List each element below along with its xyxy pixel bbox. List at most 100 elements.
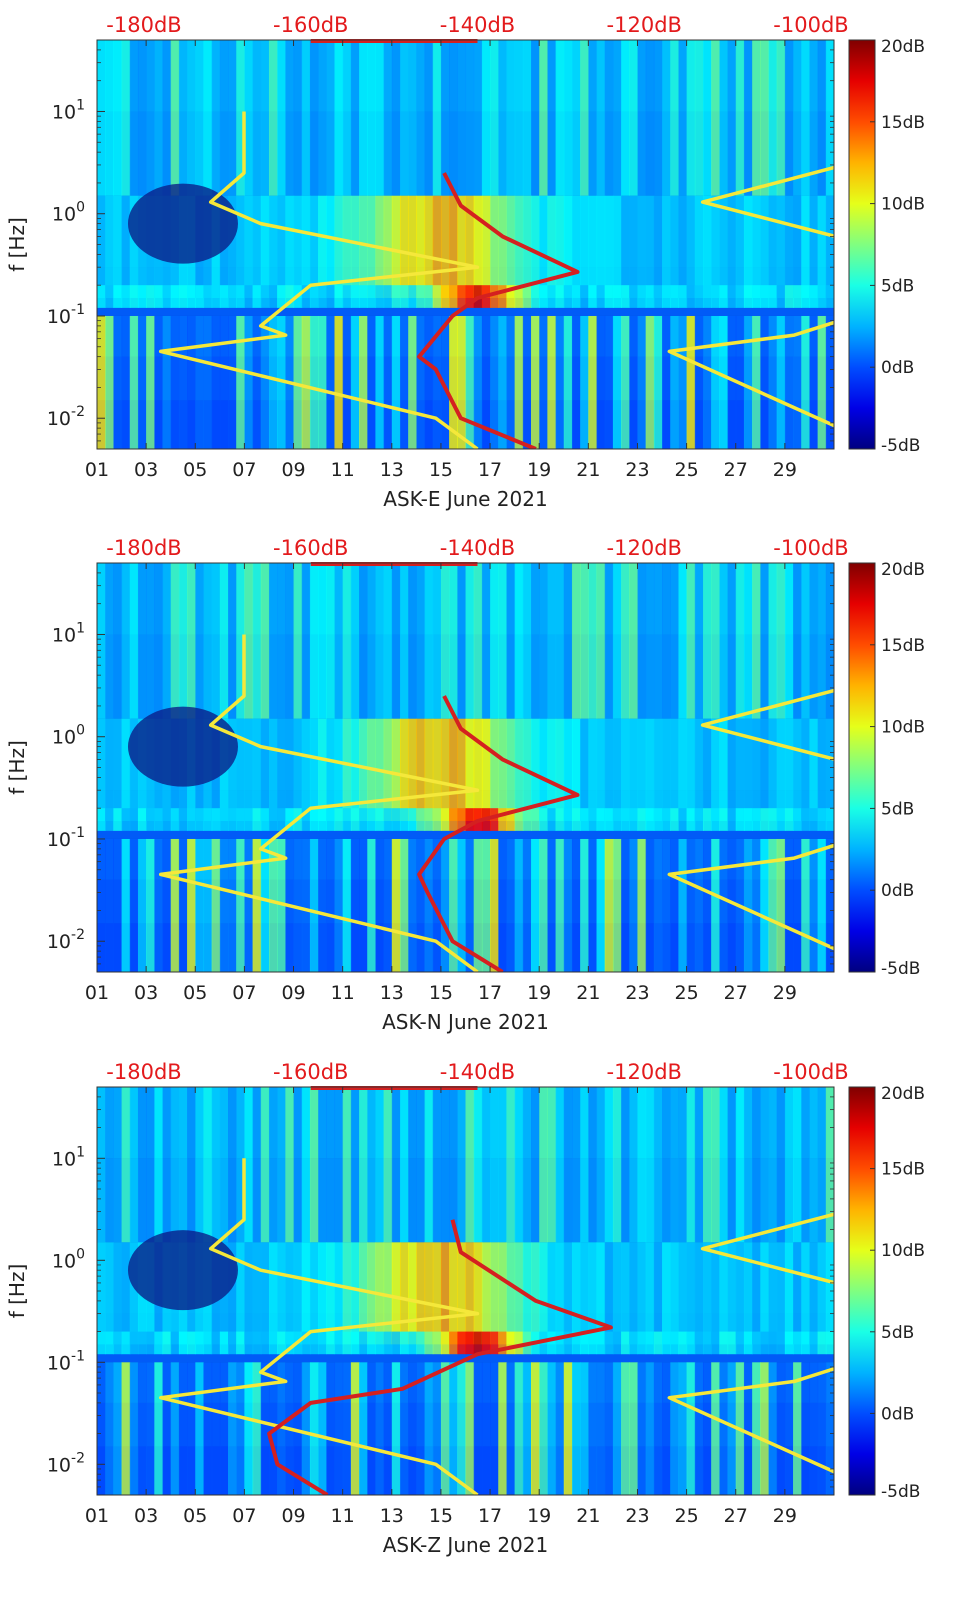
top-scale-label: -120dB xyxy=(607,536,682,560)
median-psd-line xyxy=(267,1219,613,1495)
top-scale-label: -180dB xyxy=(106,13,181,37)
colorbar xyxy=(848,39,876,450)
x-tick-label: 27 xyxy=(724,982,748,1004)
y-axis-label: f [Hz] xyxy=(5,217,29,272)
x-tick-label: 27 xyxy=(724,459,748,481)
x-tick-label: 07 xyxy=(232,1505,256,1527)
y-tick-label: 10-1 xyxy=(47,1348,85,1374)
noise-model-low-line xyxy=(158,634,480,972)
x-tick-label: 25 xyxy=(675,459,699,481)
colorbar-tick-label: -5dB xyxy=(881,436,920,456)
top-scale-label: -100dB xyxy=(773,536,848,560)
x-tick-label: 17 xyxy=(478,982,502,1004)
x-tick-label: 17 xyxy=(478,1505,502,1527)
x-tick-label: 23 xyxy=(625,982,649,1004)
noise-model-low-line xyxy=(158,111,480,449)
colorbar-tick-label: 20dB xyxy=(881,1084,925,1104)
top-scale-label: -160dB xyxy=(273,13,348,37)
x-tick-label: 01 xyxy=(85,982,109,1004)
colorbar-tick-label: -5dB xyxy=(881,1482,920,1502)
spectrogram-panel-e: -180dB -160dB -140dB -120dB -100dB 01 03 05 07 09… xyxy=(5,13,925,511)
heatmap-cells xyxy=(97,1087,834,1495)
x-tick-label: 29 xyxy=(773,982,797,1004)
heatmap-cells xyxy=(97,40,834,449)
x-tick-label: 25 xyxy=(675,982,699,1004)
top-scale-label: -180dB xyxy=(106,536,181,560)
x-axis-label: ASK-Z June 2021 xyxy=(383,1533,548,1557)
y-tick-label: 101 xyxy=(52,1144,85,1170)
y-tick-label: 100 xyxy=(52,200,85,226)
x-tick-label: 25 xyxy=(675,1505,699,1527)
colorbar-tick-label: 20dB xyxy=(881,560,925,580)
x-tick-label: 19 xyxy=(527,982,551,1004)
heatmap-cells xyxy=(97,563,834,972)
y-axis-label: f [Hz] xyxy=(5,1264,29,1319)
x-tick-label: 27 xyxy=(724,1505,748,1527)
spectrogram-panel-z: -180dB -160dB -140dB -120dB -100dB 01 03 05 07 09… xyxy=(5,1060,925,1557)
spectrogram-panel-n: -180dB -160dB -140dB -120dB -100dB 01 03 05 07 09… xyxy=(5,536,925,1034)
top-scale-label: -140dB xyxy=(440,1060,515,1084)
y-tick-label: 100 xyxy=(52,1246,85,1272)
x-tick-label: 19 xyxy=(527,459,551,481)
colorbar-tick-label: 0dB xyxy=(881,1404,914,1424)
top-scale-label: -160dB xyxy=(273,1060,348,1084)
x-tick-label: 23 xyxy=(625,459,649,481)
top-scale-label: -140dB xyxy=(440,536,515,560)
y-tick-label: 10-1 xyxy=(47,825,85,851)
top-scale-label: -100dB xyxy=(773,1060,848,1084)
x-tick-label: 03 xyxy=(134,1505,158,1527)
y-axis-label: f [Hz] xyxy=(5,740,29,795)
x-tick-label: 05 xyxy=(183,1505,207,1527)
top-scale-label: -180dB xyxy=(106,1060,181,1084)
colorbar-tick-label: 0dB xyxy=(881,358,914,378)
x-axis-label: ASK-N June 2021 xyxy=(382,1010,549,1034)
x-tick-label: 09 xyxy=(281,459,305,481)
y-tick-label: 10-2 xyxy=(47,1450,85,1476)
x-tick-label: 01 xyxy=(85,1505,109,1527)
x-tick-label: 03 xyxy=(134,982,158,1004)
colorbar-tick-label: 10dB xyxy=(881,1241,925,1261)
colorbar-tick-label: 5dB xyxy=(881,276,914,296)
y-tick-label: 101 xyxy=(52,97,85,123)
colorbar-tick-label: 5dB xyxy=(881,1323,914,1343)
x-axis-label: ASK-E June 2021 xyxy=(383,487,547,511)
x-tick-label: 15 xyxy=(429,1505,453,1527)
x-tick-label: 29 xyxy=(773,1505,797,1527)
top-scale-label: -140dB xyxy=(440,13,515,37)
colorbar-tick-label: 20dB xyxy=(881,37,925,57)
x-tick-label: 11 xyxy=(331,459,355,481)
x-tick-label: 07 xyxy=(232,982,256,1004)
colorbar-tick-label: 10dB xyxy=(881,718,925,738)
median-psd-line xyxy=(417,172,580,449)
x-tick-label: 21 xyxy=(576,1505,600,1527)
x-tick-label: 03 xyxy=(134,459,158,481)
x-tick-label: 05 xyxy=(183,459,207,481)
colorbar-tick-label: 15dB xyxy=(881,636,925,656)
y-tick-label: 10-2 xyxy=(47,404,85,430)
x-tick-label: 11 xyxy=(331,1505,355,1527)
top-scale-label: -120dB xyxy=(607,13,682,37)
x-tick-label: 13 xyxy=(380,1505,404,1527)
x-tick-label: 13 xyxy=(380,982,404,1004)
x-tick-label: 13 xyxy=(380,459,404,481)
colorbar-tick-label: 15dB xyxy=(881,1160,925,1180)
noise-model-high-line xyxy=(667,688,834,951)
x-tick-label: 11 xyxy=(331,982,355,1004)
x-tick-label: 01 xyxy=(85,459,109,481)
x-tick-label: 15 xyxy=(429,982,453,1004)
noise-model-high-line xyxy=(667,1212,834,1474)
colorbar-tick-label: 0dB xyxy=(881,881,914,901)
colorbar-tick-label: 15dB xyxy=(881,113,925,133)
x-tick-label: 29 xyxy=(773,459,797,481)
y-tick-label: 100 xyxy=(52,723,85,749)
colorbar-tick-label: 10dB xyxy=(881,195,925,215)
colorbar xyxy=(848,562,876,973)
x-tick-label: 21 xyxy=(576,982,600,1004)
x-tick-label: 15 xyxy=(429,459,453,481)
y-tick-label: 10-2 xyxy=(47,927,85,953)
noise-model-low-line xyxy=(158,1158,480,1495)
x-tick-label: 23 xyxy=(625,1505,649,1527)
x-tick-label: 05 xyxy=(183,982,207,1004)
colorbar xyxy=(848,1086,876,1496)
